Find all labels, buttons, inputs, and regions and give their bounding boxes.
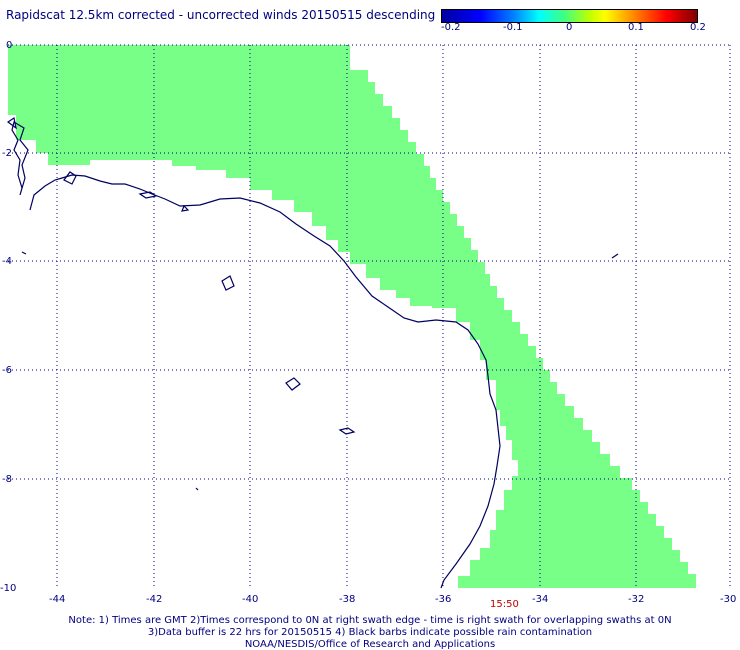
lon-label: -32 — [628, 594, 644, 605]
lat-label: -10 — [0, 583, 16, 594]
colorbar-tick: 0.1 — [628, 22, 644, 33]
footnote-line-2: 3)Data buffer is 22 hrs for 20150515 4) … — [147, 627, 593, 638]
lon-label: -38 — [339, 594, 355, 605]
chart-title: Rapidscat 12.5km corrected - uncorrected… — [6, 8, 436, 22]
swath-time-label: 15:50 — [490, 599, 519, 610]
lon-label: -34 — [532, 594, 548, 605]
colorbar-tick: 0 — [566, 22, 573, 33]
colorbar-tick: -0.1 — [503, 22, 523, 33]
lat-label: -8 — [2, 474, 12, 485]
lat-lon-grid — [8, 44, 731, 588]
lon-label: -36 — [435, 594, 451, 605]
lon-label: -42 — [146, 594, 162, 605]
footnote-line-3: NOAA/NESDIS/Office of Research and Appli… — [244, 639, 496, 650]
colorbar-tick: -0.2 — [441, 22, 461, 33]
colorbar-tick: 0.2 — [690, 22, 706, 33]
footnote-line-1: Note: 1) Times are GMT 2)Times correspon… — [68, 615, 672, 626]
lat-label: -2 — [2, 148, 12, 159]
lon-label: -40 — [242, 594, 258, 605]
lon-label: -44 — [49, 594, 65, 605]
lat-label: 0 — [6, 40, 12, 51]
lon-label: -30 — [720, 594, 736, 605]
swath-polygon-upper — [8, 45, 696, 588]
color-scale-bar — [441, 9, 698, 23]
lat-label: -4 — [2, 256, 12, 267]
coastline — [6, 117, 619, 589]
swath-coverage — [8, 45, 696, 588]
lat-label: -6 — [2, 365, 12, 376]
